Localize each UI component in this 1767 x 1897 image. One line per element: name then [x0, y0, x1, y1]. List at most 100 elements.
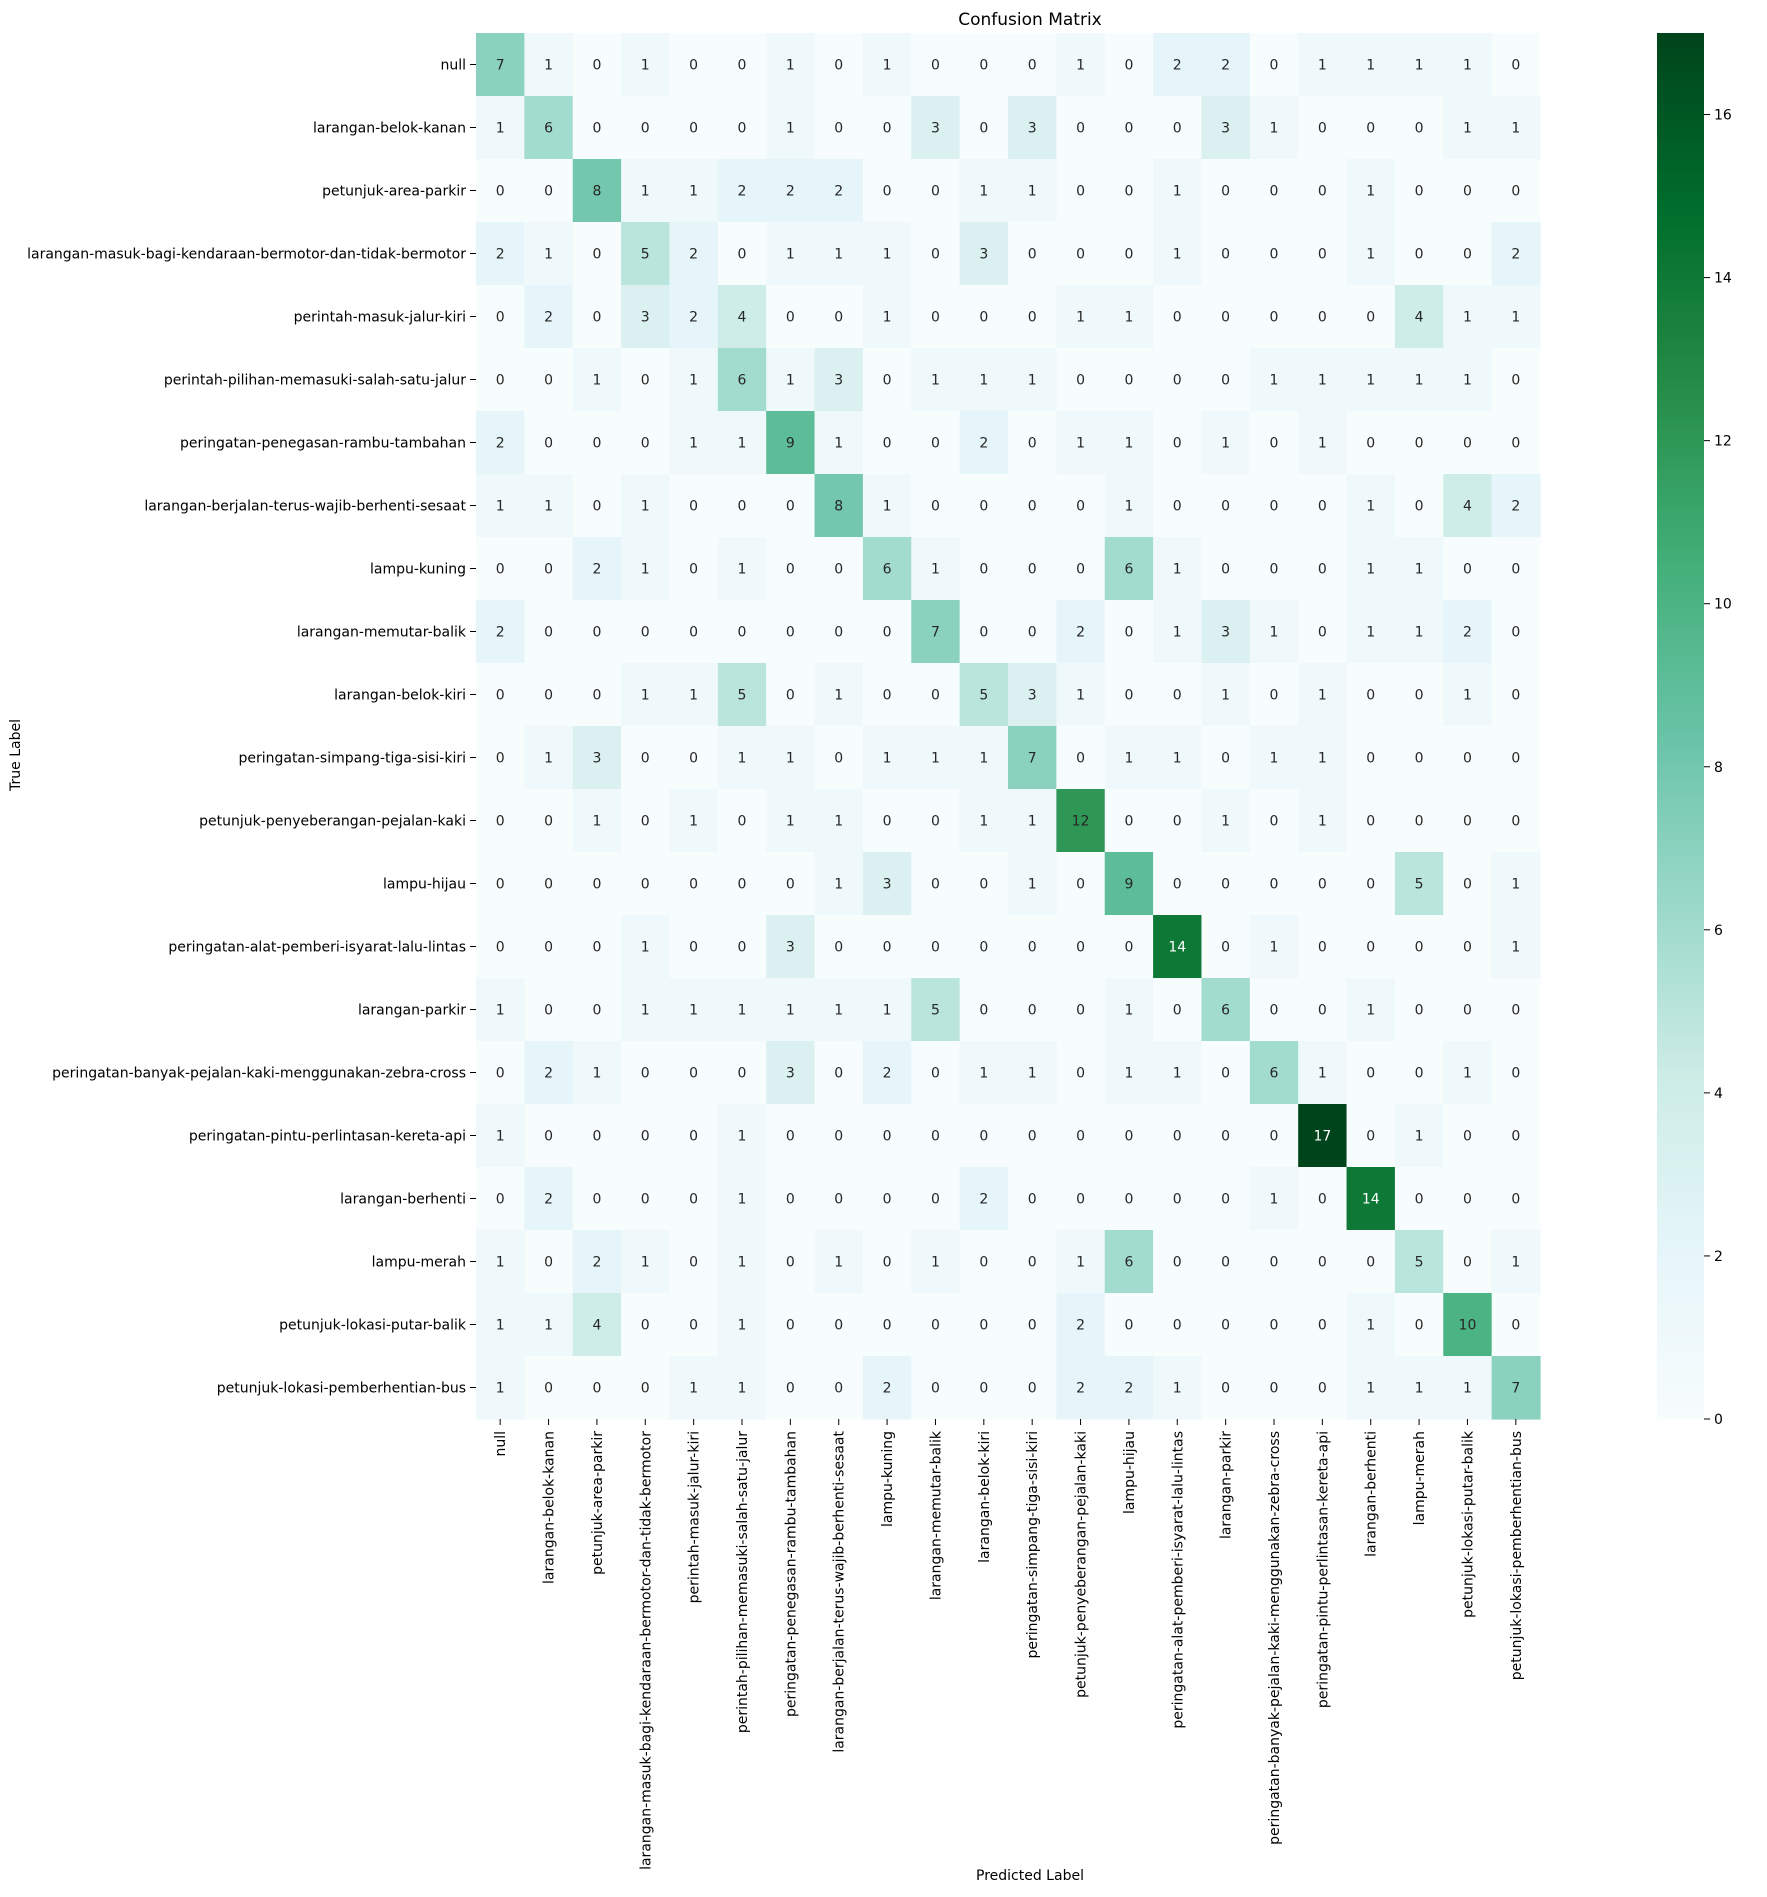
heatmap-cell: [862, 852, 912, 916]
cell-value-label: 0: [1221, 940, 1230, 956]
cell-value-label: 1: [1028, 1066, 1037, 1082]
cell-value-label: 0: [883, 1129, 892, 1145]
heatmap-cell: [717, 1041, 767, 1105]
heatmap-cell: [911, 663, 961, 727]
heatmap-cell: [1008, 1356, 1057, 1420]
heatmap-cell: [1298, 663, 1348, 727]
heatmap-cell: [1298, 474, 1348, 538]
cell-value-label: 0: [1221, 499, 1230, 515]
cell-value-label: 0: [641, 1381, 650, 1397]
heatmap-cell: [1056, 1293, 1106, 1357]
cell-value-label: 1: [1028, 877, 1037, 893]
cell-value-label: 0: [1318, 625, 1327, 641]
cell-value-label: 1: [979, 814, 988, 830]
heatmap-cell: [524, 915, 574, 979]
cell-value-label: 0: [544, 877, 553, 893]
heatmap-cell: [1298, 600, 1348, 664]
heatmap-cell: [959, 852, 1009, 916]
cell-value-label: 0: [738, 625, 747, 641]
cell-value-label: 0: [979, 310, 988, 326]
cell-value-label: 1: [1318, 688, 1327, 704]
heatmap-cell: [1153, 33, 1203, 97]
heatmap-cell: [1491, 789, 1541, 853]
x-tick-label: larangan-berjalan-terus-wajib-berhenti-s…: [832, 1431, 848, 1753]
cell-value-label: 0: [641, 436, 650, 452]
heatmap-cell: [1298, 537, 1348, 601]
heatmap-cell: [814, 411, 864, 475]
y-tick-label: lampu-merah: [372, 1255, 466, 1271]
cell-value-label: 0: [1511, 436, 1520, 452]
cell-value-label: 0: [1173, 688, 1182, 704]
heatmap-cell: [621, 1041, 671, 1105]
cell-value-label: 1: [1076, 310, 1085, 326]
heatmap-cell: [1394, 1356, 1444, 1420]
cell-value-label: 1: [1366, 247, 1375, 263]
cell-value-label: 0: [1173, 310, 1182, 326]
cell-value-label: 3: [834, 373, 843, 389]
heatmap-cell: [1104, 1230, 1154, 1294]
heatmap-cell: [476, 96, 525, 160]
x-tick-label: larangan-memutar-balik: [928, 1430, 944, 1600]
cell-value-label: 0: [979, 1003, 988, 1019]
cell-value-label: 0: [786, 877, 795, 893]
heatmap-cell: [1443, 537, 1493, 601]
heatmap-cell: [1056, 978, 1106, 1042]
cell-value-label: 0: [738, 58, 747, 74]
heatmap-cell: [1491, 537, 1541, 601]
cell-value-label: 3: [1028, 688, 1037, 704]
heatmap-cell: [1008, 663, 1057, 727]
heatmap-cell: [862, 978, 912, 1042]
cell-value-label: 0: [931, 310, 940, 326]
cell-value-label: 0: [689, 625, 698, 641]
heatmap-cell: [1153, 222, 1203, 286]
heatmap-cell: [717, 537, 767, 601]
cell-value-label: 0: [883, 1255, 892, 1271]
cell-value-label: 1: [834, 688, 843, 704]
cell-value-label: 1: [738, 1003, 747, 1019]
cell-value-label: 0: [1415, 751, 1424, 767]
heatmap-cell: [717, 33, 767, 97]
heatmap-cell: [1153, 96, 1203, 160]
heatmap-cell: [911, 1041, 961, 1105]
heatmap-cell: [717, 348, 767, 412]
heatmap-cell: [959, 474, 1009, 538]
cell-value-label: 1: [1124, 436, 1133, 452]
x-tick-label: perintah-pilihan-memasuki-salah-satu-jal…: [735, 1431, 751, 1733]
cell-value-label: 1: [544, 1318, 553, 1334]
cell-value-label: 3: [883, 877, 892, 893]
heatmap-cell: [911, 1356, 961, 1420]
heatmap-cell: [862, 1356, 912, 1420]
cell-value-label: 1: [786, 814, 795, 830]
heatmap-cell: [766, 1104, 816, 1168]
heatmap-cell: [1201, 285, 1251, 349]
heatmap-cell: [814, 663, 864, 727]
y-tick-label: petunjuk-lokasi-putar-balik: [279, 1318, 467, 1334]
heatmap-cell: [959, 33, 1009, 97]
cell-value-label: 0: [1076, 877, 1085, 893]
cell-value-label: 7: [496, 58, 505, 74]
cell-value-label: 0: [1415, 436, 1424, 452]
y-tick-label: larangan-berhenti: [340, 1192, 466, 1208]
heatmap-cell: [1056, 1356, 1106, 1420]
cell-value-label: 0: [544, 688, 553, 704]
cell-value-label: 1: [1415, 625, 1424, 641]
heatmap-cell: [1008, 789, 1057, 853]
cell-value-label: 0: [1221, 751, 1230, 767]
cell-value-label: 5: [1415, 1255, 1424, 1271]
heatmap-cell: [1298, 1230, 1348, 1294]
cell-value-label: 1: [738, 436, 747, 452]
heatmap-cell: [1056, 1167, 1106, 1231]
heatmap-cell: [1201, 474, 1251, 538]
cell-value-label: 0: [592, 688, 601, 704]
cell-value-label: 0: [1463, 1003, 1472, 1019]
heatmap-cell: [669, 474, 719, 538]
cell-value-label: 1: [1318, 58, 1327, 74]
cell-value-label: 0: [1124, 121, 1133, 137]
cell-value-label: 0: [592, 877, 601, 893]
heatmap-cell: [1346, 537, 1396, 601]
cell-value-label: 1: [1318, 1066, 1327, 1082]
cell-value-label: 2: [544, 1192, 553, 1208]
heatmap-cell: [1298, 33, 1348, 97]
heatmap-cell: [814, 33, 864, 97]
heatmap-cell: [717, 789, 767, 853]
